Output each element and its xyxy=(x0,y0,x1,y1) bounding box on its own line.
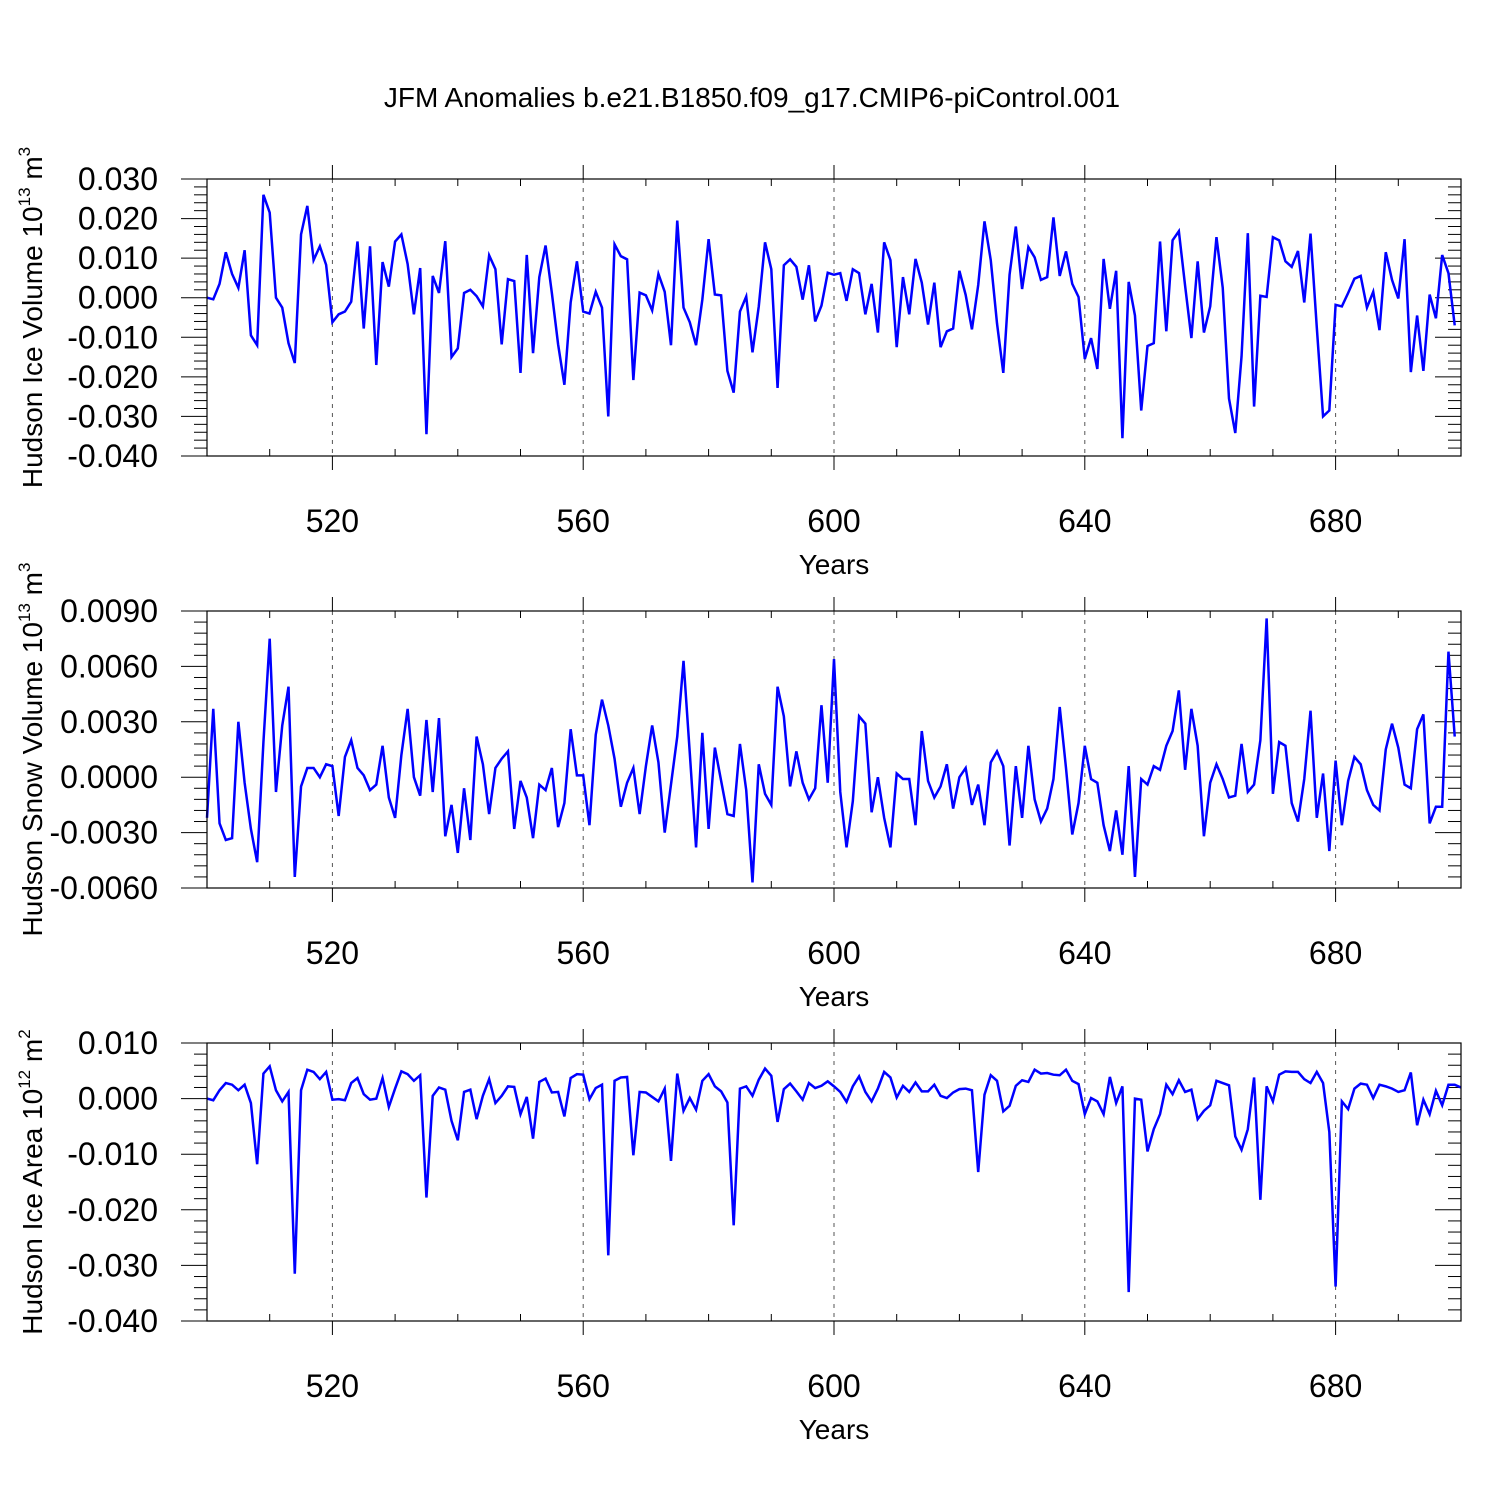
y-axis-label-text: Hudson Ice Area 10 xyxy=(17,1089,48,1335)
plot-frame xyxy=(206,1042,1462,1322)
series-line xyxy=(206,1063,1462,1293)
y-tick-label: -0.020 xyxy=(67,1192,158,1228)
x-tick-label: 520 xyxy=(306,1368,359,1404)
y-tick-label: 0.000 xyxy=(78,1081,158,1117)
y-tick-label: 0.0090 xyxy=(60,593,158,629)
y-tick-label: 0.000 xyxy=(78,280,158,316)
y-tick-label: 0.010 xyxy=(78,1025,158,1061)
y-tick-label: -0.010 xyxy=(67,1136,158,1172)
y-tick-label: -0.020 xyxy=(67,359,158,395)
series-line xyxy=(205,618,1456,883)
x-tick-label: 560 xyxy=(557,935,610,971)
y-tick-label: -0.030 xyxy=(67,398,158,434)
y-axis-label-superscript: 12 xyxy=(15,1070,34,1089)
y-axis-label: Hudson Ice Area 1012 m2 xyxy=(15,1029,48,1334)
x-tick-label: 680 xyxy=(1309,1368,1362,1404)
y-axis-label-text: m xyxy=(17,1039,48,1070)
y-tick-label: 0.030 xyxy=(78,161,158,197)
y-axis-label-text: Hudson Ice Volume 10 xyxy=(17,206,48,488)
x-tick-label: 640 xyxy=(1058,1368,1111,1404)
y-tick-label: 0.0060 xyxy=(60,648,158,684)
x-tick-label: 600 xyxy=(807,1368,860,1404)
y-axis-label-text: Hudson Snow Volume 10 xyxy=(17,622,48,936)
y-tick-label: 0.0030 xyxy=(60,704,158,740)
y-axis-label: Hudson Ice Volume 1013 m3 xyxy=(15,147,48,488)
plot-frame xyxy=(206,178,1462,457)
x-axis-label: Years xyxy=(799,981,870,1012)
x-tick-label: 640 xyxy=(1058,503,1111,539)
series-line xyxy=(206,194,1456,439)
y-axis-label-text: m xyxy=(17,572,48,603)
x-tick-label: 600 xyxy=(807,935,860,971)
y-tick-label: -0.0030 xyxy=(49,815,158,851)
y-axis-label: Hudson Snow Volume 1013 m3 xyxy=(15,563,48,937)
y-tick-label: 0.020 xyxy=(78,201,158,237)
x-tick-label: 560 xyxy=(557,503,610,539)
snow-volume-panel: 520 560 600 640 680 -0.0060 -0.0030 0.0000 0.003… xyxy=(15,563,1462,1012)
y-tick-label: -0.0060 xyxy=(49,870,158,906)
y-tick-label: -0.040 xyxy=(67,438,158,474)
ice-volume-panel: 520 560 600 640 680-0.040-0.030-0.020-0.0100… xyxy=(15,147,1462,580)
x-axis-label: Years xyxy=(799,1414,870,1445)
x-tick-label: 520 xyxy=(306,935,359,971)
y-axis-label-superscript: 13 xyxy=(15,603,34,622)
x-tick-label: 680 xyxy=(1309,503,1362,539)
y-axis-label-text: m xyxy=(17,156,48,187)
y-axis-label-superscript: 3 xyxy=(15,563,34,572)
x-axis-label: Years xyxy=(799,549,870,580)
ice-area-panel: 520 560 600 640 680 -0.040 -0.030 -0.020 -0.010 0… xyxy=(15,1025,1462,1445)
y-tick-label: -0.010 xyxy=(67,319,158,355)
x-tick-label: 640 xyxy=(1058,935,1111,971)
plot-frame xyxy=(206,610,1462,889)
x-tick-label: 520 xyxy=(306,503,359,539)
y-axis-label-superscript: 13 xyxy=(15,187,34,206)
y-axis-label-superscript: 3 xyxy=(15,147,34,156)
y-tick-label: -0.030 xyxy=(67,1247,158,1283)
y-tick-label: 0.010 xyxy=(78,240,158,276)
x-tick-label: 600 xyxy=(807,503,860,539)
x-tick-label: 680 xyxy=(1309,935,1362,971)
y-tick-label: 0.0000 xyxy=(60,759,158,795)
x-tick-label: 560 xyxy=(557,1368,610,1404)
y-axis-label-superscript: 2 xyxy=(15,1029,34,1038)
figure-title: JFM Anomalies b.e21.B1850.f09_g17.CMIP6-… xyxy=(384,82,1120,113)
y-tick-label: -0.040 xyxy=(67,1303,158,1339)
